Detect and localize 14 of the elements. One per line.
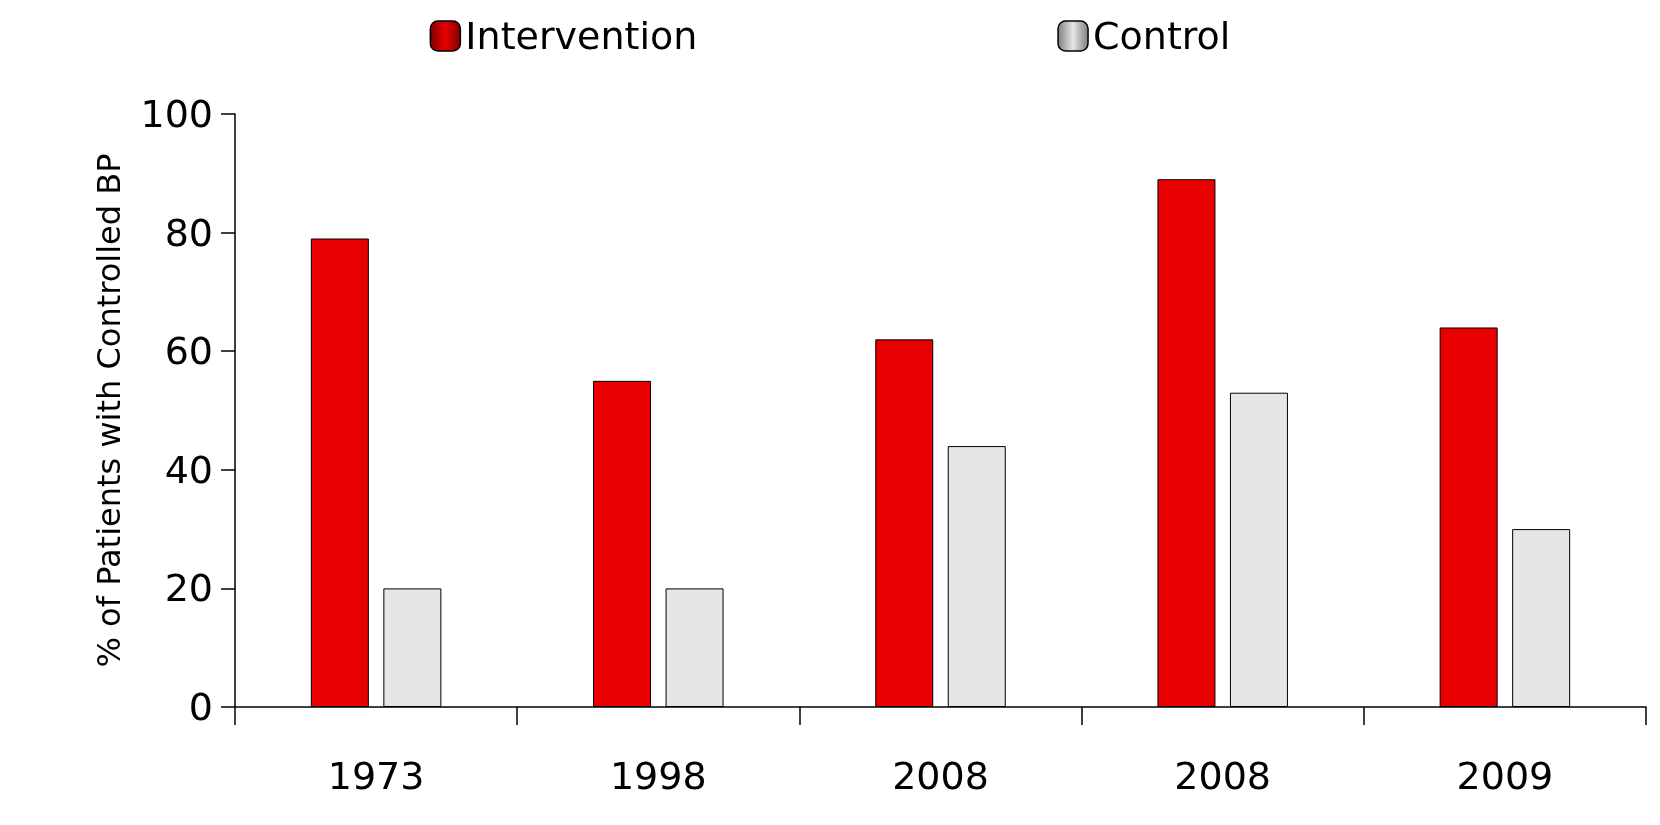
x-tick-label: 2008 xyxy=(1174,754,1272,798)
x-tick-label: 1998 xyxy=(609,754,707,798)
y-tick-label: 100 xyxy=(140,92,213,136)
y-tick-label: 80 xyxy=(164,210,213,255)
legend-label: Intervention xyxy=(465,14,698,58)
y-tick-label: 40 xyxy=(164,447,213,492)
legend-label: Control xyxy=(1093,14,1231,58)
y-tick-label: 0 xyxy=(188,685,213,729)
x-tick-label: 2009 xyxy=(1456,754,1554,798)
y-tick-label: 20 xyxy=(164,566,213,611)
x-tick-label: 1973 xyxy=(327,754,425,798)
x-tick-label: 2008 xyxy=(892,754,989,798)
y-tick-label: 60 xyxy=(164,329,213,374)
y-axis-title: % of Patients with Controlled BP xyxy=(90,153,128,668)
